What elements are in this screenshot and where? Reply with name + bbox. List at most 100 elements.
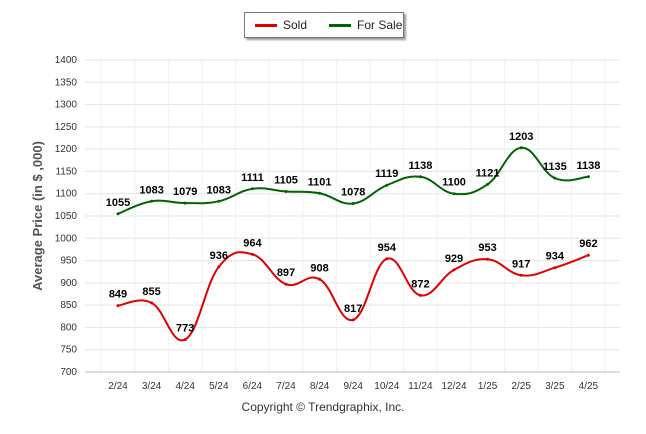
point-sold: [116, 304, 120, 308]
data-label-sold: 908: [310, 262, 328, 274]
legend-swatch-for-sale: [329, 23, 352, 27]
y-tick-label: 750: [60, 345, 77, 356]
data-label-sold: 953: [478, 242, 496, 254]
point-for-sale: [519, 146, 523, 150]
data-label-sold: 872: [411, 278, 429, 290]
legend-label-for-sale: For Sale: [357, 18, 403, 32]
data-label-for-sale: 1105: [274, 174, 298, 186]
data-label-for-sale: 1101: [308, 176, 332, 188]
point-for-sale: [452, 192, 456, 196]
x-tick-label: 3/25: [545, 381, 565, 392]
x-tick-label: 3/24: [142, 381, 162, 392]
point-sold: [150, 301, 154, 305]
y-tick-label: 850: [60, 300, 77, 311]
point-for-sale: [183, 201, 187, 205]
point-sold: [351, 318, 355, 322]
y-tick-label: 1100: [55, 189, 77, 200]
data-label-for-sale: 1078: [341, 187, 365, 199]
data-label-sold: 929: [445, 253, 463, 265]
data-label-sold: 964: [243, 237, 262, 249]
data-label-sold: 936: [210, 250, 228, 262]
x-tick-label: 2/25: [511, 381, 531, 392]
point-sold: [318, 277, 322, 281]
x-tick-label: 6/24: [243, 381, 263, 392]
data-label-for-sale: 1111: [241, 172, 264, 184]
x-tick-label: 11/24: [408, 381, 433, 392]
data-label-for-sale: 1135: [543, 161, 567, 173]
point-sold: [418, 293, 422, 297]
data-label-for-sale: 1138: [408, 160, 432, 172]
point-sold: [486, 257, 490, 261]
y-tick-label: 800: [60, 322, 77, 333]
data-label-for-sale: 1079: [173, 186, 197, 198]
x-tick-label: 5/24: [209, 381, 229, 392]
point-sold: [183, 337, 187, 341]
x-tick-label: 10/24: [374, 381, 399, 392]
legend-item-for-sale[interactable]: For Sale: [329, 18, 402, 32]
point-for-sale: [116, 212, 120, 216]
point-for-sale: [217, 199, 221, 203]
y-tick-label: 1050: [55, 211, 78, 222]
data-label-sold: 962: [579, 238, 597, 250]
legend-label-sold: Sold: [283, 18, 308, 32]
data-label-sold: 855: [142, 286, 160, 298]
data-label-for-sale: 1055: [106, 197, 130, 209]
data-label-for-sale: 1203: [509, 131, 533, 143]
point-sold: [553, 266, 557, 270]
point-for-sale: [318, 191, 322, 195]
y-tick-label: 1000: [55, 233, 78, 244]
x-tick-label: 4/25: [579, 381, 599, 392]
data-label-for-sale: 1083: [139, 184, 163, 196]
y-tick-label: 1300: [55, 100, 78, 111]
point-for-sale: [553, 176, 557, 180]
data-label-sold: 817: [344, 303, 362, 315]
point-sold: [519, 273, 523, 277]
y-tick-label: 1250: [55, 122, 78, 133]
y-tick-label: 900: [60, 278, 77, 289]
x-tick-label: 7/24: [276, 381, 296, 392]
x-tick-label: 9/24: [343, 381, 363, 392]
point-sold: [452, 268, 456, 272]
data-label-sold: 897: [277, 267, 295, 279]
x-tick-label: 8/24: [310, 381, 330, 392]
data-label-for-sale: 1083: [207, 184, 231, 196]
x-tick-label: 1/25: [478, 381, 498, 392]
x-tick-label: 12/24: [441, 381, 466, 392]
y-tick-label: 1200: [55, 144, 78, 155]
data-label-for-sale: 1119: [375, 168, 398, 180]
point-for-sale: [586, 175, 590, 179]
y-tick-label: 1400: [55, 55, 78, 66]
x-tick-label: 4/24: [175, 381, 195, 392]
point-for-sale: [486, 182, 490, 186]
data-label-sold: 849: [109, 289, 127, 301]
legend: Sold For Sale: [244, 12, 404, 38]
point-for-sale: [284, 189, 288, 193]
data-label-sold: 773: [176, 322, 194, 334]
y-tick-label: 700: [60, 367, 77, 378]
data-label-for-sale: 1100: [442, 177, 466, 189]
point-for-sale: [385, 183, 389, 187]
data-label-for-sale: 1121: [476, 167, 500, 179]
data-label-sold: 934: [546, 251, 565, 263]
legend-swatch-sold: [255, 23, 277, 27]
point-for-sale: [418, 175, 422, 179]
y-tick-label: 1350: [55, 77, 78, 88]
data-label-sold: 954: [378, 242, 397, 254]
y-axis-label: Average Price (in $ ,000): [30, 141, 45, 291]
point-sold: [217, 265, 221, 269]
copyright-footer: Copyright © Trendgraphix, Inc.: [241, 400, 405, 414]
x-tick-label: 2/24: [108, 381, 128, 392]
point-sold: [586, 253, 590, 257]
data-label-sold: 917: [512, 258, 530, 270]
point-sold: [284, 282, 288, 286]
point-sold: [250, 252, 254, 256]
legend-item-sold[interactable]: Sold: [255, 18, 307, 32]
point-for-sale: [351, 202, 355, 206]
point-for-sale: [250, 187, 254, 191]
point-sold: [385, 257, 389, 261]
data-label-for-sale: 1138: [576, 160, 600, 172]
y-tick-label: 1150: [55, 166, 77, 177]
point-for-sale: [150, 199, 154, 203]
y-tick-label: 950: [60, 256, 77, 267]
